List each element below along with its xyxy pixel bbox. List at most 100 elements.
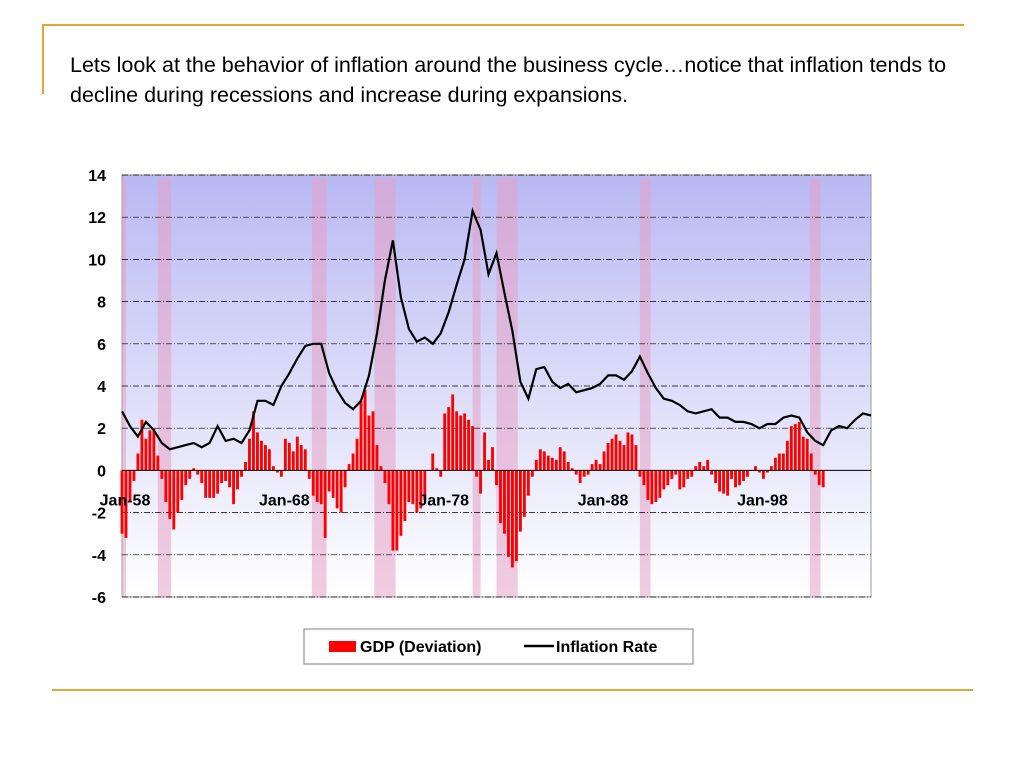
gdp-bar xyxy=(132,470,136,481)
gdp-bar xyxy=(534,459,538,471)
gdp-bar xyxy=(208,470,212,498)
gdp-bar xyxy=(714,470,718,484)
y-tick-labels: 14 12 10 8 6 4 2 0 -2 -4 -6 xyxy=(88,168,106,607)
y-tick-label: -2 xyxy=(92,506,106,523)
gdp-bar xyxy=(578,470,582,484)
gdp-bar xyxy=(530,470,534,477)
y-tick-label: 6 xyxy=(97,337,106,354)
gdp-bar xyxy=(566,461,570,471)
gdp-bar xyxy=(307,470,311,479)
legend-swatch-gdp xyxy=(329,641,356,652)
gdp-bar xyxy=(399,470,403,536)
gdp-bar xyxy=(590,464,594,471)
y-tick-label: 14 xyxy=(88,168,106,185)
gdp-bar xyxy=(315,470,319,503)
gdp-bar xyxy=(291,451,295,471)
gdp-bar xyxy=(343,470,347,488)
y-tick-label: 0 xyxy=(97,463,106,480)
gdp-bar xyxy=(817,470,821,486)
gdp-bar xyxy=(634,445,638,471)
gdp-bar xyxy=(594,459,598,471)
x-tick-label: Jan-78 xyxy=(418,492,469,509)
gdp-bar xyxy=(582,470,586,477)
gdp-bar xyxy=(347,464,351,471)
gdp-bar xyxy=(447,407,451,471)
gdp-bar xyxy=(797,421,801,471)
gdp-bar xyxy=(662,470,666,490)
gdp-bar xyxy=(491,447,494,471)
gdp-bar xyxy=(686,470,690,479)
gdp-bar xyxy=(423,470,427,500)
gdp-bar xyxy=(220,470,224,484)
gdp-bar xyxy=(144,438,148,471)
gdp-bar xyxy=(598,464,602,471)
gdp-bar xyxy=(367,415,371,471)
recession-band xyxy=(639,178,651,597)
gdp-bar xyxy=(419,470,423,509)
gdp-bar xyxy=(319,470,323,505)
gdp-bar xyxy=(738,470,741,486)
gdp-bar xyxy=(164,470,168,503)
gdp-bar xyxy=(128,470,132,503)
gdp-bar xyxy=(176,470,180,513)
gdp-bar xyxy=(702,466,706,471)
gdp-bar xyxy=(781,453,785,471)
gdp-bar xyxy=(507,470,510,557)
y-tick-label: 10 xyxy=(88,252,106,269)
gdp-bar xyxy=(518,470,522,532)
gdp-bar xyxy=(522,470,526,517)
gdp-bar xyxy=(156,455,160,471)
y-tick-label: 2 xyxy=(97,421,106,438)
gdp-bar xyxy=(363,390,367,471)
gdp-bar xyxy=(371,411,375,471)
gdp-bar xyxy=(761,470,765,479)
recession-band xyxy=(122,178,126,597)
top-rule xyxy=(42,24,964,26)
gdp-bar xyxy=(562,451,566,471)
gdp-bar xyxy=(351,453,355,471)
x-tick-label: Jan-58 xyxy=(100,492,151,509)
gdp-bar xyxy=(646,470,650,500)
gdp-bar xyxy=(570,468,574,471)
legend-box xyxy=(303,628,694,665)
gdp-bar xyxy=(287,442,291,471)
gdp-bar xyxy=(467,419,471,471)
gdp-bar xyxy=(694,466,698,471)
gdp-bar xyxy=(626,432,630,471)
y-tick-label: 12 xyxy=(88,210,106,227)
gdp-bar xyxy=(411,470,415,505)
gdp-bar xyxy=(666,470,670,486)
gdp-bar xyxy=(754,466,757,471)
gdp-bar xyxy=(722,470,726,494)
gdp-bar xyxy=(260,440,263,471)
gdp-bar xyxy=(769,466,773,471)
gdp-bar xyxy=(228,470,232,488)
gdp-bar xyxy=(140,419,144,471)
gdp-bar xyxy=(805,438,809,471)
gdp-bar xyxy=(487,459,490,471)
gdp-bar xyxy=(730,470,733,479)
gdp-bar xyxy=(789,426,793,471)
gdp-bar xyxy=(383,470,387,484)
gdp-bar xyxy=(331,470,335,498)
gdp-bar xyxy=(303,449,307,471)
y-tick-label: -6 xyxy=(92,590,106,607)
gdp-bar xyxy=(511,470,514,568)
gdp-bar xyxy=(431,453,435,471)
gdp-bar xyxy=(271,466,275,471)
gdp-bar xyxy=(196,470,200,475)
gdp-bar xyxy=(455,411,459,471)
legend-label-inflation: Inflation Rate xyxy=(556,639,657,656)
gdp-bar xyxy=(148,430,152,471)
gdp-bar xyxy=(650,470,654,505)
gdp-bar xyxy=(279,470,283,477)
gdp-bar xyxy=(160,470,164,479)
gdp-bar xyxy=(495,470,498,486)
gdp-bar xyxy=(391,470,395,551)
gdp-bar xyxy=(395,470,399,551)
gdp-bar xyxy=(415,470,419,513)
gdp-bar xyxy=(606,442,610,471)
legend: GDP (Deviation) Inflation Rate xyxy=(303,628,694,665)
gdp-bar xyxy=(682,470,686,488)
